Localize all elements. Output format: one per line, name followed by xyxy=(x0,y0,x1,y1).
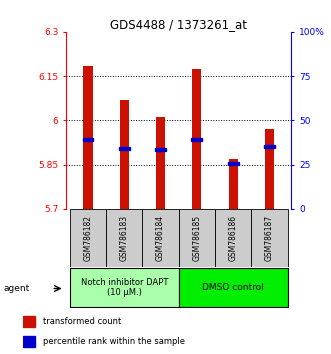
Bar xyxy=(265,129,274,209)
Bar xyxy=(192,69,202,209)
Text: GSM786182: GSM786182 xyxy=(83,215,92,261)
Text: GSM786185: GSM786185 xyxy=(192,215,201,261)
Bar xyxy=(264,145,275,148)
FancyBboxPatch shape xyxy=(70,210,106,267)
FancyBboxPatch shape xyxy=(215,210,251,267)
Bar xyxy=(82,138,93,141)
Bar xyxy=(83,66,93,209)
FancyBboxPatch shape xyxy=(179,210,215,267)
FancyBboxPatch shape xyxy=(142,210,179,267)
Bar xyxy=(228,162,239,165)
Text: percentile rank within the sample: percentile rank within the sample xyxy=(42,337,185,346)
Bar xyxy=(23,316,35,327)
Bar xyxy=(155,148,166,151)
Title: GDS4488 / 1373261_at: GDS4488 / 1373261_at xyxy=(110,18,247,31)
Bar xyxy=(191,138,202,141)
Bar xyxy=(156,118,165,209)
Text: GSM786184: GSM786184 xyxy=(156,215,165,261)
Text: transformed count: transformed count xyxy=(42,317,121,326)
Bar xyxy=(23,336,35,347)
Text: agent: agent xyxy=(3,284,29,293)
Text: Notch inhibitor DAPT
(10 μM.): Notch inhibitor DAPT (10 μM.) xyxy=(80,278,168,297)
FancyBboxPatch shape xyxy=(251,210,288,267)
Bar xyxy=(119,147,130,150)
FancyBboxPatch shape xyxy=(106,210,142,267)
FancyBboxPatch shape xyxy=(70,268,179,307)
Text: GSM786186: GSM786186 xyxy=(229,215,238,261)
Bar xyxy=(229,159,238,209)
Text: GSM786187: GSM786187 xyxy=(265,215,274,261)
Text: DMSO control: DMSO control xyxy=(202,283,264,292)
Bar xyxy=(120,100,129,209)
Text: GSM786183: GSM786183 xyxy=(120,215,129,261)
FancyBboxPatch shape xyxy=(179,268,288,307)
